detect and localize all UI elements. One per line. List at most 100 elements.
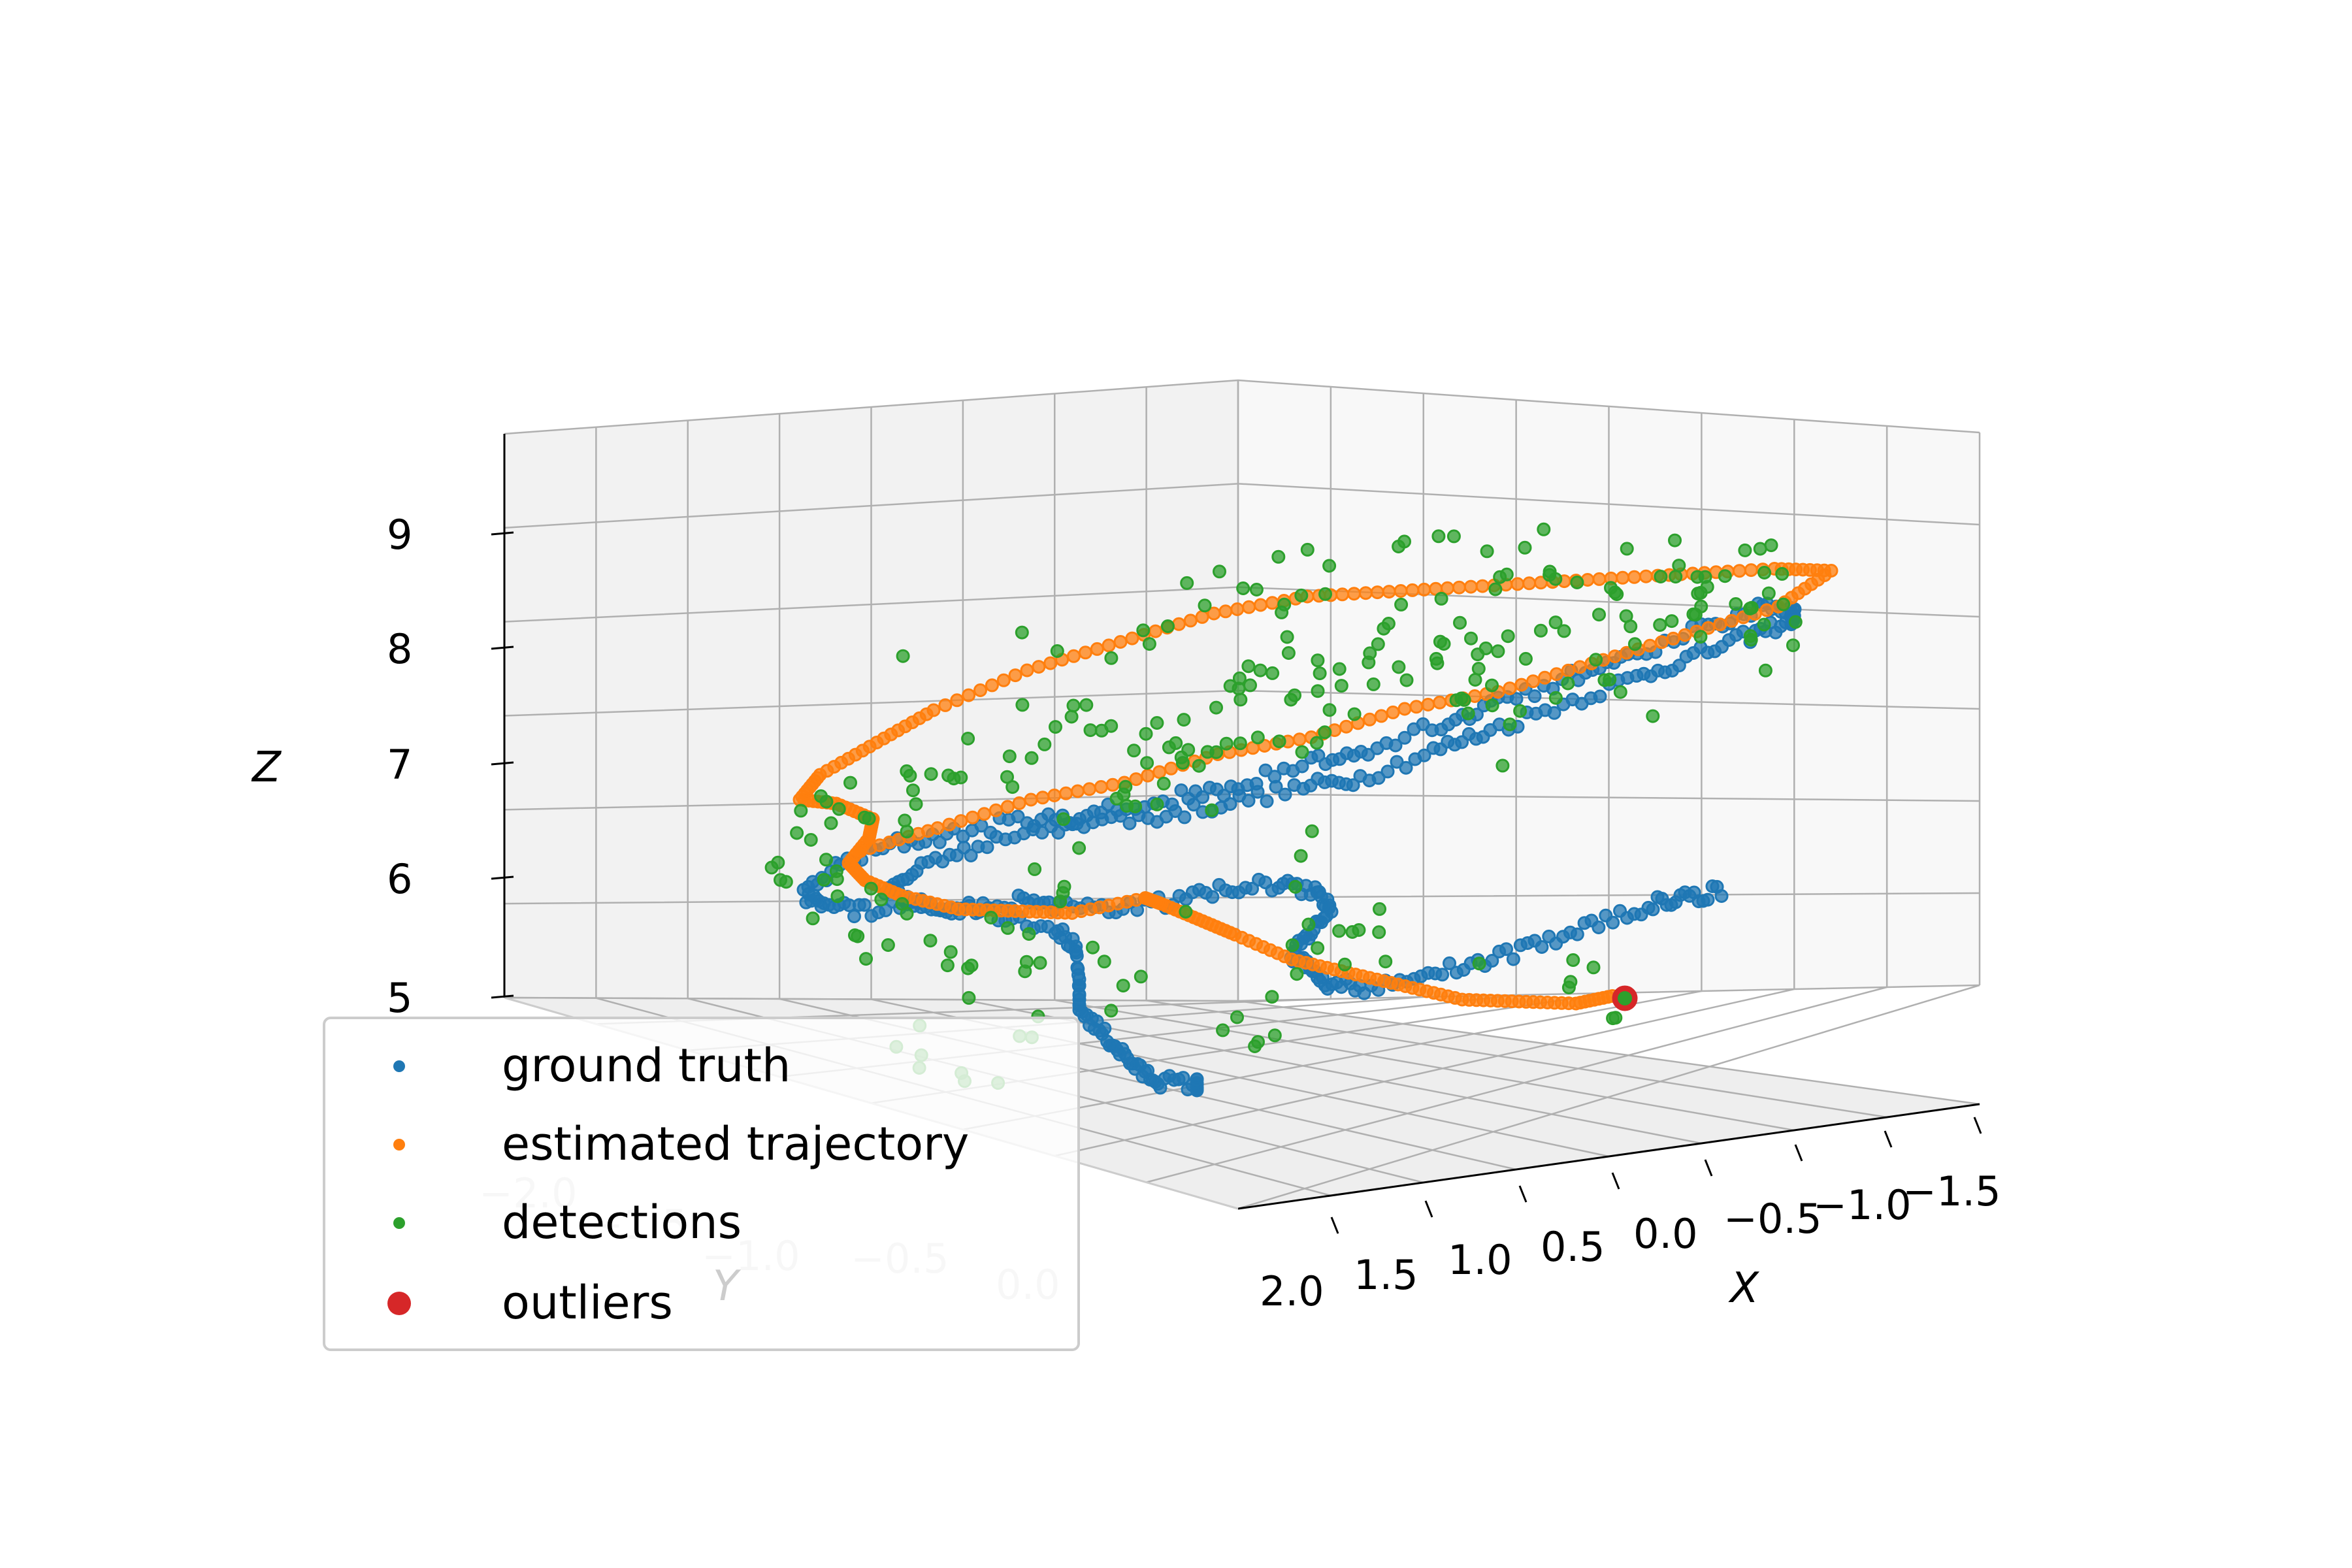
z-tick-label: 6: [387, 855, 412, 903]
x-tick-mark: [1330, 1217, 1339, 1234]
data-point: [909, 797, 923, 811]
data-point: [1070, 949, 1084, 963]
data-point: [1616, 570, 1630, 585]
data-point: [1399, 673, 1414, 687]
grid-line: [1054, 999, 1795, 1132]
data-point: [1284, 693, 1298, 707]
data-point: [1492, 944, 1507, 958]
data-point: [771, 855, 785, 870]
data-point: [1386, 705, 1400, 719]
data-point: [1200, 745, 1215, 759]
data-point: [1097, 955, 1111, 969]
x-tick-mark: [1424, 1200, 1433, 1218]
z-tick-label: 7: [387, 741, 412, 789]
data-point: [954, 814, 968, 828]
data-point: [1485, 678, 1499, 693]
data-point: [1120, 798, 1134, 813]
data-point: [1172, 889, 1186, 903]
data-point: [1421, 698, 1435, 711]
data-point: [1094, 780, 1108, 794]
data-point: [1654, 570, 1668, 583]
data-point: [1254, 598, 1267, 612]
data-point: [1005, 780, 1020, 794]
data-point: [1613, 904, 1627, 918]
data-point: [971, 840, 985, 854]
x-tick-label: 0.0: [1633, 1210, 1698, 1258]
data-point: [1119, 779, 1133, 794]
data-point: [817, 873, 831, 887]
data-point: [830, 872, 844, 887]
data-point: [832, 802, 846, 816]
data-point: [1258, 763, 1273, 777]
data-point: [1501, 629, 1515, 644]
data-point: [1218, 604, 1233, 619]
data-point: [1250, 730, 1265, 745]
data-point: [1409, 700, 1424, 714]
data-point: [1463, 580, 1478, 594]
data-point: [1033, 956, 1047, 970]
data-point: [1776, 597, 1791, 612]
data-point: [1011, 889, 1026, 903]
data-point: [1267, 1028, 1282, 1043]
data-point: [1171, 617, 1186, 631]
legend-box: [323, 1017, 1080, 1351]
data-point: [1650, 890, 1665, 904]
data-point: [1592, 572, 1607, 586]
data-point: [1589, 653, 1603, 667]
data-point: [1548, 615, 1563, 630]
data-point: [1678, 628, 1692, 642]
data-point: [1743, 629, 1757, 643]
data-point: [1514, 678, 1529, 692]
grid-line: [1054, 988, 1795, 1157]
data-point: [1513, 704, 1527, 718]
legend-marker-detections: [393, 1217, 405, 1229]
data-point: [1277, 597, 1292, 612]
data-point: [1311, 684, 1325, 698]
data-point: [1265, 596, 1279, 610]
data-point: [1337, 957, 1352, 972]
data-point: [1761, 586, 1776, 600]
data-point: [1066, 698, 1081, 713]
data-point: [1700, 580, 1714, 594]
data-point: [1002, 749, 1017, 764]
data-point: [1397, 730, 1412, 745]
data-point: [1098, 1021, 1112, 1036]
data-point: [1753, 542, 1767, 556]
data-point: [819, 853, 833, 867]
z-tick-mark: [491, 761, 514, 766]
x-tick-label: −0.5: [1723, 1195, 1822, 1243]
data-point: [1252, 872, 1266, 887]
legend: ground truth estimated trajectory detect…: [323, 1017, 1080, 1351]
data-point: [1086, 940, 1100, 955]
data-point: [1248, 1039, 1262, 1053]
data-point: [1079, 698, 1094, 712]
data-point: [1161, 619, 1175, 633]
data-point: [1190, 1072, 1204, 1086]
data-point: [1613, 685, 1627, 699]
data-point: [1693, 630, 1708, 644]
data-point: [1277, 761, 1291, 776]
data-point: [1139, 727, 1153, 741]
data-point: [1024, 792, 1038, 807]
data-point: [804, 833, 818, 847]
data-point: [1216, 1023, 1230, 1037]
data-point: [1122, 816, 1137, 830]
data-point: [1018, 964, 1032, 979]
data-point: [1744, 563, 1758, 578]
data-point: [942, 817, 956, 832]
x-tick-label: 1.0: [1448, 1236, 1512, 1284]
data-point: [1522, 576, 1537, 591]
data-point: [1183, 613, 1198, 628]
data-point: [1593, 689, 1607, 704]
data-point: [1332, 662, 1347, 676]
data-point: [1437, 637, 1451, 651]
data-point: [906, 783, 920, 798]
data-point: [1592, 608, 1606, 622]
data-point: [1174, 783, 1188, 798]
data-point: [853, 844, 868, 858]
data-point: [1149, 624, 1163, 638]
data-point: [1549, 667, 1563, 681]
data-point: [1443, 956, 1456, 970]
data-point: [989, 830, 1004, 844]
data-point: [1278, 787, 1292, 802]
